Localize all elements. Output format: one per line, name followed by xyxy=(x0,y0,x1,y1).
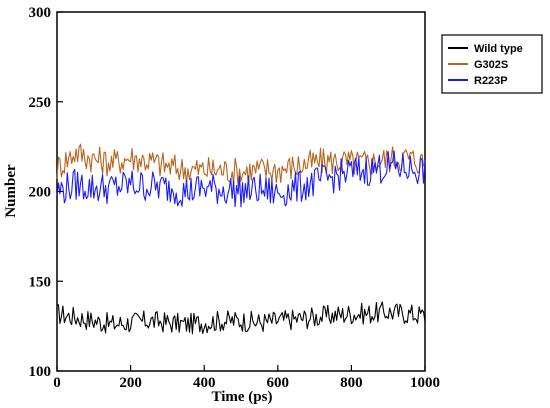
x-tick-label: 600 xyxy=(267,375,290,391)
y-axis-label: Number xyxy=(3,164,19,218)
series-layer xyxy=(56,143,426,335)
x-tick-label: 0 xyxy=(53,375,61,391)
y-tick-label: 200 xyxy=(29,185,52,201)
y-tick-label: 250 xyxy=(29,95,52,111)
legend-label-g302s: G302S xyxy=(474,59,508,71)
tick-layer: 0 200 400 600 800 1000 100 150 200 250 300 xyxy=(29,5,441,391)
x-tick-label: 400 xyxy=(193,375,216,391)
legend-label-wild-type: Wild type xyxy=(474,43,523,55)
y-tick-label: 150 xyxy=(29,274,52,290)
y-tick-label: 100 xyxy=(29,364,52,380)
series-line-r223p xyxy=(56,150,426,208)
legend: Wild type G302S R223P xyxy=(441,34,543,94)
x-tick-label: 1000 xyxy=(410,375,440,391)
x-tick-label: 200 xyxy=(119,375,142,391)
series-line-g302s xyxy=(56,143,426,187)
series-line-wild-type xyxy=(56,301,426,335)
x-axis-label: Time (ps) xyxy=(212,389,273,405)
x-tick-label: 800 xyxy=(340,375,363,391)
legend-label-r223p: R223P xyxy=(474,75,508,87)
y-tick-label: 300 xyxy=(29,5,52,21)
